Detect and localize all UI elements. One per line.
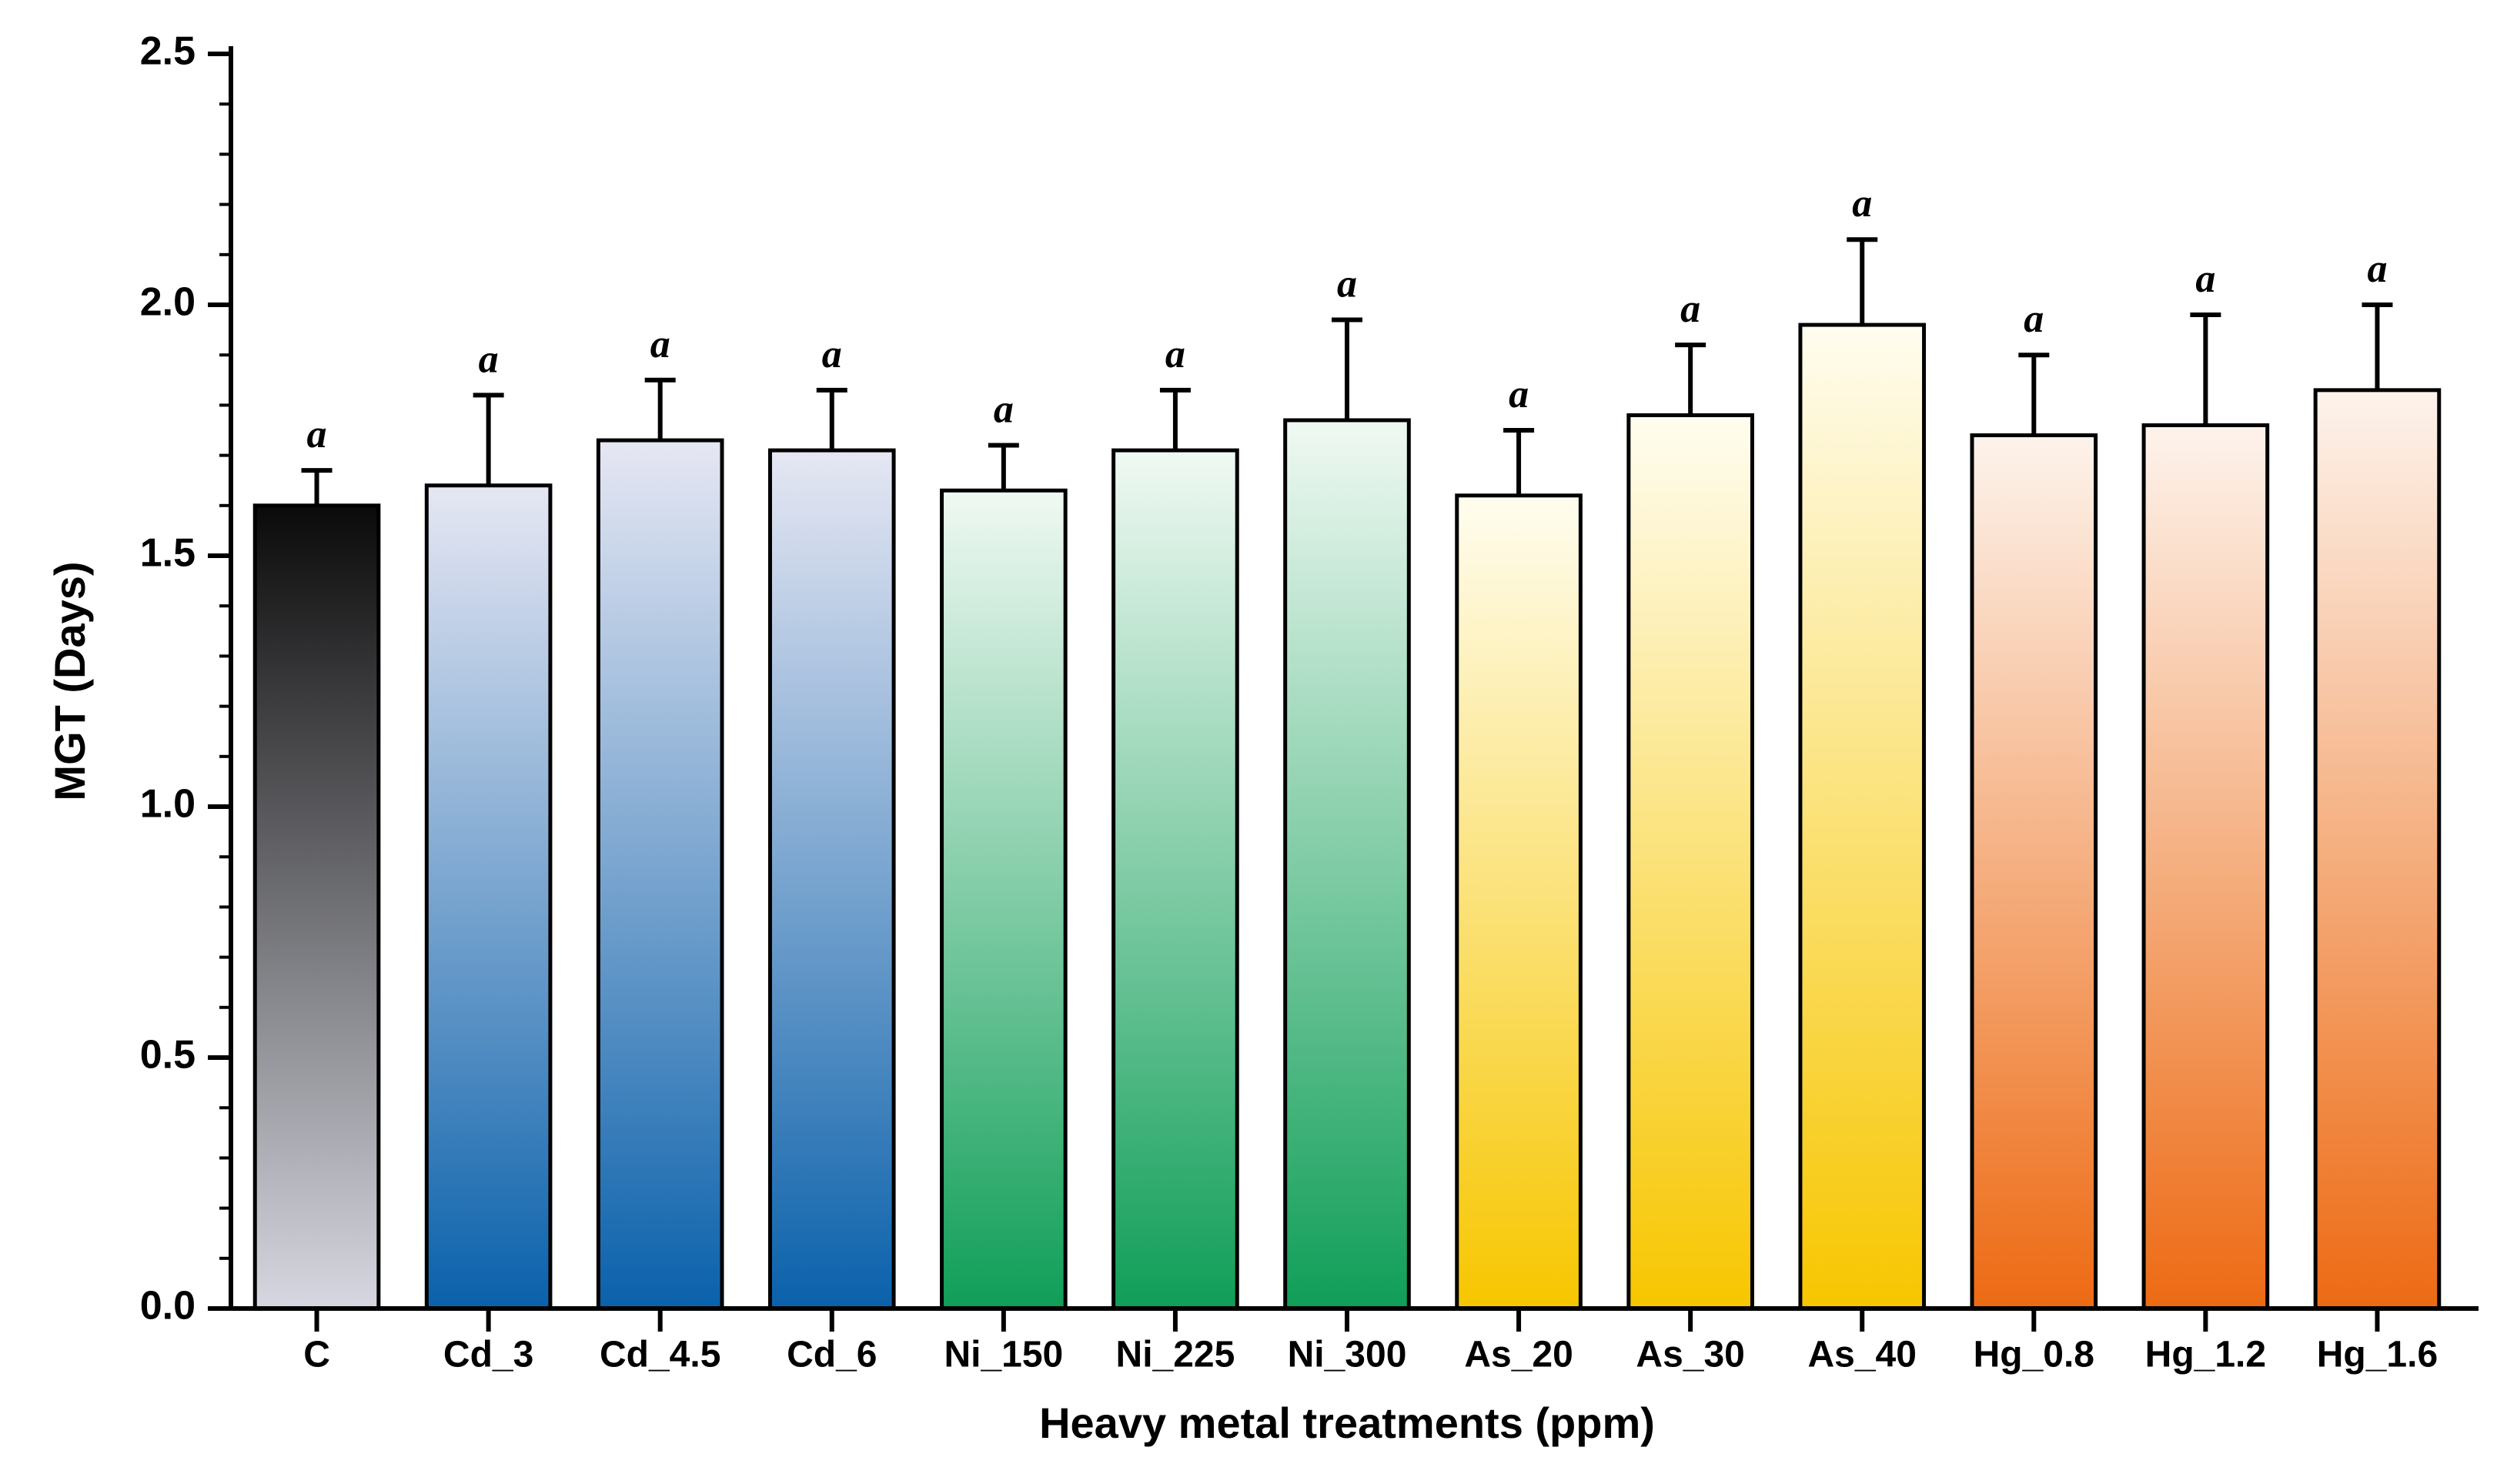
bar [2315, 390, 2439, 1309]
y-tick-label: 2.5 [140, 29, 196, 74]
x-tick-label: Cd_4.5 [600, 1335, 720, 1375]
bar [2144, 425, 2268, 1309]
x-tick-label: Ni_150 [944, 1335, 1063, 1375]
chart-svg: a Ca Cd_3 a Cd_4.5 a Cd_6 a Ni_150 a Ni_225 a Ni_300… [0, 0, 2497, 1484]
significance-label: a [650, 323, 670, 366]
x-tick-label: As_30 [1636, 1335, 1744, 1375]
significance-label: a [479, 337, 499, 381]
y-tick-label: 0.5 [140, 1033, 196, 1078]
x-tick-label: As_20 [1464, 1335, 1573, 1375]
bar [1457, 496, 1581, 1309]
bar [770, 450, 894, 1309]
y-axis-title: MGT (Days) [45, 561, 94, 800]
x-tick-label: C [303, 1335, 330, 1375]
significance-label: a [2195, 257, 2215, 301]
y-tick-label: 1.0 [140, 782, 196, 827]
x-tick-label: Ni_300 [1288, 1335, 1407, 1375]
mgt-bar-chart: a Ca Cd_3 a Cd_4.5 a Cd_6 a Ni_150 a Ni_225 a Ni_300… [0, 0, 2497, 1484]
y-tick-label: 1.5 [140, 531, 196, 576]
significance-label: a [2367, 247, 2387, 291]
x-tick-label: Hg_0.8 [1974, 1335, 2094, 1375]
significance-label: a [1165, 333, 1185, 376]
significance-label: a [2024, 297, 2044, 341]
significance-label: a [1337, 262, 1357, 306]
bar [598, 440, 722, 1309]
x-tick-label: Ni_225 [1116, 1335, 1235, 1375]
x-tick-label: As_40 [1808, 1335, 1917, 1375]
significance-label: a [1509, 373, 1529, 416]
bar [1629, 415, 1753, 1309]
bar [426, 486, 550, 1309]
significance-label: a [822, 333, 842, 376]
y-tick-label: 2.0 [140, 280, 196, 325]
y-tick-label: 0.0 [140, 1284, 196, 1329]
significance-label: a [994, 388, 1014, 432]
bar [1800, 325, 1924, 1309]
x-tick-label: Cd_3 [443, 1335, 533, 1375]
significance-label: a [1680, 287, 1700, 331]
bar [1114, 450, 1238, 1309]
bar [255, 506, 379, 1309]
bar [1285, 420, 1409, 1309]
bar [942, 490, 1066, 1309]
x-axis-title: Heavy metal treatments (ppm) [1039, 1399, 1655, 1447]
bar [1972, 436, 2096, 1309]
x-tick-label: Hg_1.6 [2317, 1335, 2438, 1375]
significance-label: a [1852, 182, 1872, 226]
x-tick-label: Hg_1.2 [2145, 1335, 2266, 1375]
x-tick-label: Cd_6 [787, 1335, 877, 1375]
significance-label: a [307, 413, 327, 456]
